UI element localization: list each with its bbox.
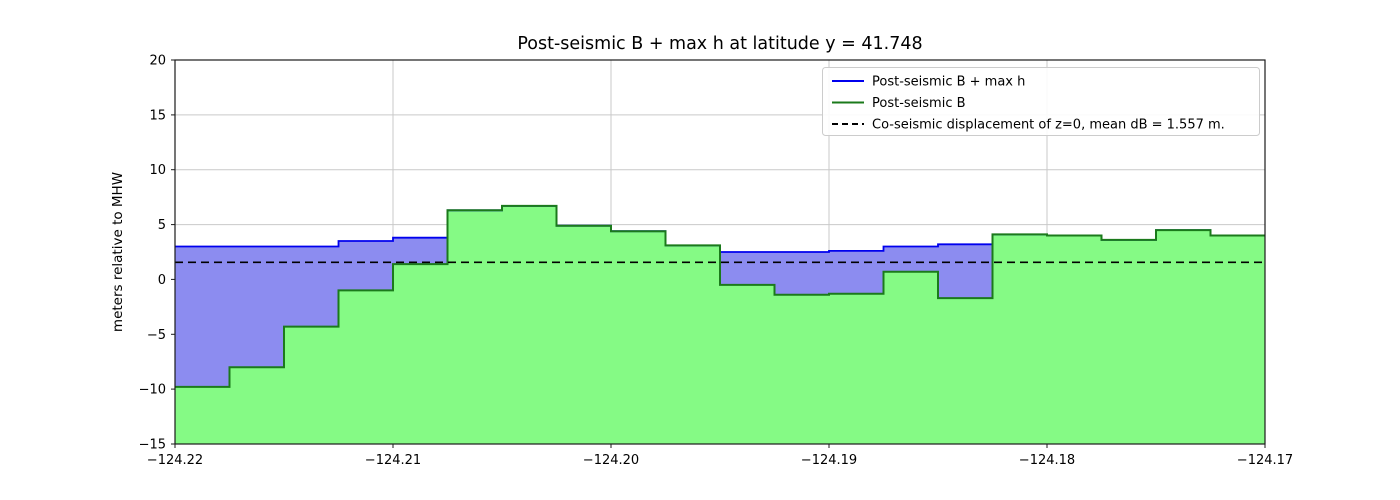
x-tick-label: −124.17 bbox=[1237, 453, 1293, 468]
y-tick-label: 10 bbox=[149, 163, 166, 178]
y-tick-label: −15 bbox=[139, 438, 166, 453]
plot-border bbox=[174, 59, 1266, 445]
legend-entry-post-seismic-b: Post-seismic B bbox=[872, 96, 966, 111]
y-tick-label: 20 bbox=[149, 54, 166, 69]
y-tick-label: −5 bbox=[147, 328, 166, 343]
chart-title: Post-seismic B + max h at latitude y = 4… bbox=[517, 34, 922, 54]
y-tick-label: 5 bbox=[158, 218, 166, 233]
legend-entry-co-seismic-displacement: Co-seismic displacement of z=0, mean dB … bbox=[872, 118, 1225, 133]
series-layer bbox=[175, 204, 1265, 444]
legend-entry-post-seismic-b-max-h: Post-seismic B + max h bbox=[872, 75, 1025, 90]
legend-frame bbox=[822, 67, 1260, 136]
tick-layer: −124.22 −124.21 −124.20 −124.19 −124.18 −124.… bbox=[139, 54, 1294, 469]
legend: Post-seismic B + max h Post-seismic B Co… bbox=[822, 67, 1260, 136]
x-tick-label: −124.18 bbox=[1019, 453, 1075, 468]
y-tick-label: 15 bbox=[149, 108, 166, 123]
y-tick-label: 0 bbox=[158, 273, 166, 288]
x-tick-label: −124.19 bbox=[801, 453, 857, 468]
y-axis-label: meters relative to MHW bbox=[110, 172, 126, 332]
y-tick-label: −10 bbox=[139, 383, 166, 398]
x-tick-label: −124.20 bbox=[583, 453, 639, 468]
x-tick-label: −124.22 bbox=[147, 453, 203, 468]
x-tick-label: −124.21 bbox=[365, 453, 421, 468]
step-line-post-seismic-b bbox=[175, 204, 1265, 388]
